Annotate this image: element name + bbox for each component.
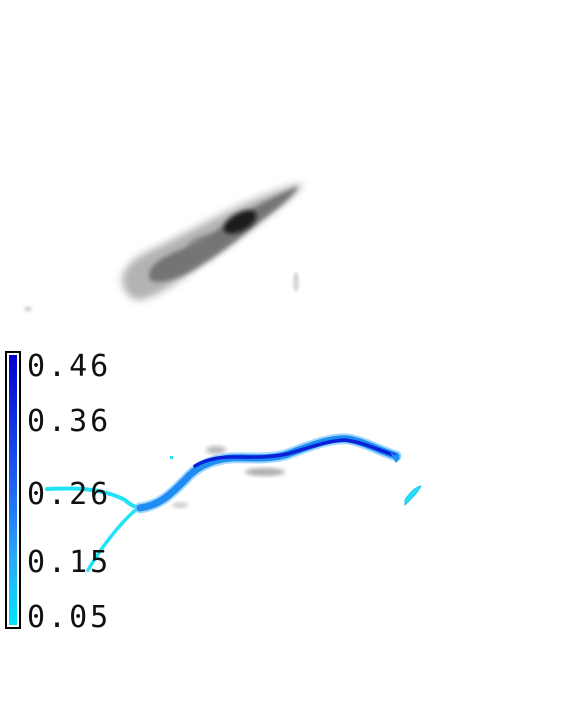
- colored-streak: [45, 433, 422, 572]
- colorbar-tick-label: 0.46: [27, 349, 112, 384]
- colorbar-tick-label: 0.05: [27, 600, 112, 635]
- colorbar-tick-label: 0.26: [27, 477, 112, 512]
- colorbar-tick-label: 0.36: [27, 404, 112, 439]
- grayscale-shadows: [172, 446, 285, 508]
- grayscale-blob: [24, 183, 303, 312]
- colorbar: [5, 351, 21, 629]
- colorbar-gradient: [9, 355, 17, 625]
- colorbar-tick-label: 0.15: [27, 545, 112, 580]
